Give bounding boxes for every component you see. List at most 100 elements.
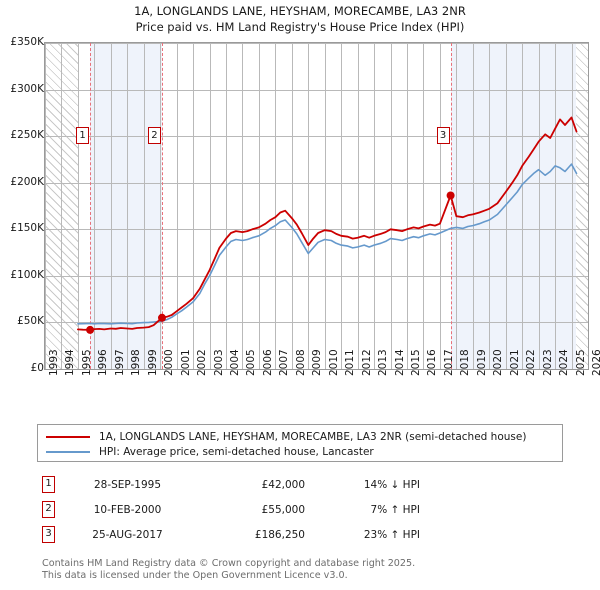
x-axis-label: 2015 [410,349,422,376]
gridline-vertical [456,43,457,369]
x-axis-label: 1997 [113,349,126,376]
y-axis-label: £200K [10,175,44,188]
gridline-vertical [555,43,556,369]
transactions-table: 1 28-SEP-1995 £42,000 14% ↓ HPI 2 10-FEB… [42,472,462,547]
transaction-price: £55,000 [261,503,305,516]
x-axis-label: 1994 [64,349,77,376]
no-data-region [576,43,588,369]
gridline-vertical [325,43,326,369]
x-axis-label: 2018 [459,349,472,376]
y-axis-label: £150K [10,222,44,235]
x-axis-label: 2000 [163,349,176,376]
gridline-vertical [374,43,375,369]
transaction-hpi-delta: 14% ↓ HPI [363,478,420,491]
gridline-vertical [522,43,523,369]
price-chart: 1 2 3 £0 £50K £100K £150K £200K £250K £300K £350K… [0,36,600,376]
event-line-1 [90,43,92,369]
gridline-vertical [259,43,260,369]
title-line-2: Price paid vs. HM Land Registry's House … [135,20,465,34]
gridline-vertical [242,43,243,369]
gridline-vertical [111,43,112,369]
gridline-vertical [341,43,342,369]
gridline-vertical [473,43,474,369]
x-axis-label: 2013 [377,349,390,376]
plot-area: 1 2 3 [44,42,589,370]
series-line-hpi [77,163,578,325]
gridline-vertical [45,43,46,369]
footer-line-2: This data is licensed under the Open Gov… [42,569,348,581]
legend-label-property: 1A, LONGLANDS LANE, HEYSHAM, MORECAMBE, … [99,430,527,443]
transaction-price: £42,000 [261,478,305,491]
page-title: 1A, LONGLANDS LANE, HEYSHAM, MORECAMBE, … [0,3,600,35]
gridline-vertical [78,43,79,369]
x-axis-label: 1996 [97,349,110,376]
footer-line-1: Contains HM Land Registry data © Crown c… [42,558,416,569]
gridline-vertical [210,43,211,369]
gridline-horizontal [45,183,588,184]
legend-item-property: 1A, LONGLANDS LANE, HEYSHAM, MORECAMBE, … [46,429,562,444]
copyright-footer: Contains HM Land Registry data © Crown c… [42,558,582,581]
x-axis-label: 2022 [525,349,538,376]
gridline-vertical [160,43,161,369]
transaction-hpi-delta: 23% ↑ HPI [363,528,420,541]
gridline-vertical [588,43,589,369]
y-axis-label: £100K [10,268,44,281]
gridline-vertical [407,43,408,369]
x-axis-label: 2020 [492,349,505,376]
x-axis-label: 2025 [574,349,587,376]
event-line-3 [450,43,452,369]
chart-legend: 1A, LONGLANDS LANE, HEYSHAM, MORECAMBE, … [37,424,563,462]
gridline-horizontal [45,136,588,137]
transaction-badge: 2 [42,501,55,518]
event-line-2 [161,43,163,369]
x-axis-label: 2011 [344,349,357,376]
chart-marker-2[interactable]: 2 [147,127,161,144]
gridline-vertical [440,43,441,369]
x-axis-label: 2016 [426,349,439,376]
series-canvas [77,116,578,334]
x-axis-label: 2009 [311,349,324,376]
gridline-horizontal [45,322,588,323]
x-axis-label: 2024 [558,349,571,376]
gridline-vertical [506,43,507,369]
chart-marker-1[interactable]: 1 [76,127,90,144]
table-row: 3 25-AUG-2017 £186,250 23% ↑ HPI [42,522,462,547]
legend-swatch-property [46,435,90,438]
gridline-horizontal [45,43,588,44]
ownership-band [90,43,162,369]
transaction-date: 10-FEB-2000 [93,503,162,516]
y-axis-label: £50K [17,315,44,328]
x-axis-label: 2014 [393,349,406,376]
y-axis-label: £300K [10,82,44,95]
x-axis-label: 2012 [360,349,373,376]
chart-marker-3[interactable]: 3 [436,127,450,144]
x-axis-label: 2019 [475,349,488,376]
x-axis-label: 2017 [442,349,455,376]
legend-label-hpi: HPI: Average price, semi-detached house,… [99,445,374,458]
x-axis-label: 2023 [541,349,554,376]
transaction-point-1[interactable] [86,325,95,334]
transaction-point-2[interactable] [158,313,166,322]
x-axis-label: 2002 [196,349,209,376]
x-axis-label: 2021 [508,349,521,376]
gridline-vertical [292,43,293,369]
gridline-horizontal [45,90,588,91]
gridline-vertical [226,43,227,369]
y-axis-label: £250K [10,129,44,142]
y-axis-label: £350K [10,36,44,48]
transaction-point-3[interactable] [446,191,455,200]
gridline-vertical [275,43,276,369]
gridline-vertical [94,43,95,369]
title-line-1: 1A, LONGLANDS LANE, HEYSHAM, MORECAMBE, … [134,4,466,18]
gridline-vertical [308,43,309,369]
x-axis-label: 1998 [130,349,143,376]
gridline-vertical [391,43,392,369]
legend-swatch-hpi [46,450,90,453]
x-axis-label: 2010 [327,349,340,376]
x-axis-label: 2003 [212,349,225,376]
table-row: 1 28-SEP-1995 £42,000 14% ↓ HPI [42,472,462,497]
x-axis-label: 2005 [245,349,258,376]
x-axis-label: 2006 [261,349,274,376]
gridline-horizontal [45,229,588,230]
gridline-vertical [423,43,424,369]
